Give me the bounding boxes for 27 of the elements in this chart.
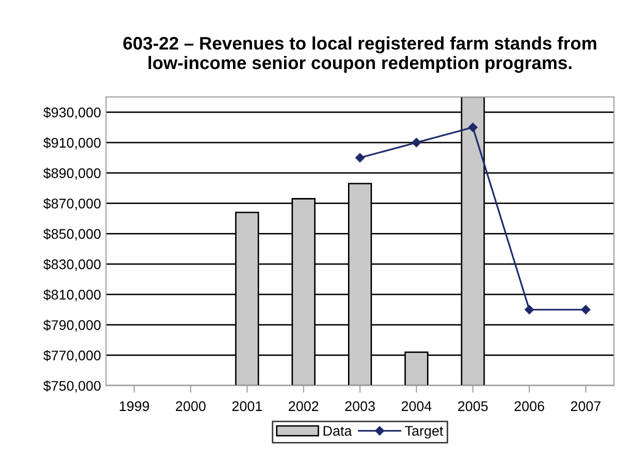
point — [468, 122, 478, 132]
y-tick-label: $790,000 — [43, 320, 101, 332]
legend-label: Data — [324, 426, 352, 436]
point — [412, 138, 422, 148]
y-tick-label: $890,000 — [43, 168, 101, 180]
point — [355, 153, 365, 162]
x-tick-label: 2006 — [514, 401, 544, 412]
x-tick-label: 1999 — [120, 401, 150, 412]
y-tick-label: $830,000 — [43, 258, 101, 271]
x-tick-label: 2002 — [288, 401, 318, 412]
y-tick-label: $910,000 — [43, 137, 101, 150]
x-tick-label: 2003 — [345, 401, 375, 412]
y-tick-label: $850,000 — [43, 228, 101, 240]
point — [524, 305, 534, 314]
x-tick-label: 2000 — [176, 401, 206, 412]
x-tick-label: 2005 — [458, 401, 488, 412]
y-tick-label: $770,000 — [43, 350, 101, 362]
y-tick-label: $810,000 — [43, 289, 101, 302]
x-tick-label: 2001 — [232, 401, 262, 412]
x-tick-label: 2007 — [570, 401, 600, 412]
y-tick-label: $750,000 — [43, 380, 101, 392]
legend-label: Target — [404, 426, 444, 439]
chart-title: 603-22 – Revenues to local registered farm stands from low-income senior coupon redemption programs. — [123, 36, 596, 73]
point — [581, 305, 590, 314]
y-tick-label: $870,000 — [43, 198, 101, 210]
x-tick-label: 2004 — [402, 401, 432, 412]
y-tick-label: $930,000 — [43, 106, 101, 119]
